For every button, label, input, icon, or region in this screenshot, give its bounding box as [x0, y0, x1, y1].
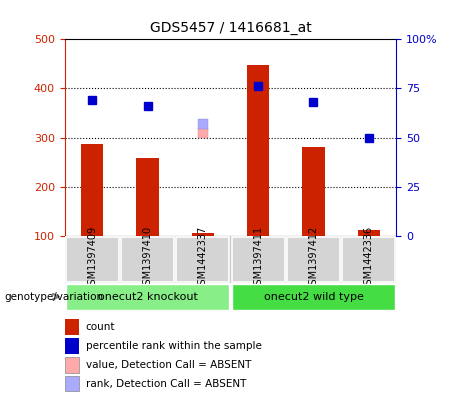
Bar — [121, 237, 174, 282]
Text: GSM1442337: GSM1442337 — [198, 226, 208, 291]
Text: GSM1397412: GSM1397412 — [308, 226, 319, 291]
Bar — [247, 65, 269, 236]
Text: rank, Detection Call = ABSENT: rank, Detection Call = ABSENT — [86, 378, 246, 389]
Text: onecut2 knockout: onecut2 knockout — [98, 292, 197, 302]
Bar — [358, 230, 380, 236]
Bar — [231, 283, 396, 310]
Bar — [302, 147, 325, 236]
Bar — [136, 158, 159, 236]
Bar — [65, 283, 230, 310]
Bar — [192, 233, 214, 236]
Text: GSM1397411: GSM1397411 — [253, 226, 263, 291]
Text: count: count — [86, 322, 115, 332]
Text: percentile rank within the sample: percentile rank within the sample — [86, 341, 262, 351]
Text: GSM1397410: GSM1397410 — [142, 226, 153, 291]
Bar — [65, 338, 79, 354]
Bar — [287, 237, 340, 282]
Bar — [231, 237, 285, 282]
Title: GDS5457 / 1416681_at: GDS5457 / 1416681_at — [150, 22, 311, 35]
Bar — [65, 357, 79, 373]
Text: onecut2 wild type: onecut2 wild type — [264, 292, 363, 302]
Text: GSM1442336: GSM1442336 — [364, 226, 374, 291]
Text: GSM1397409: GSM1397409 — [87, 226, 97, 291]
Bar — [65, 376, 79, 391]
Text: value, Detection Call = ABSENT: value, Detection Call = ABSENT — [86, 360, 251, 370]
Bar — [81, 144, 103, 236]
Text: genotype/variation: genotype/variation — [5, 292, 104, 302]
Bar — [342, 237, 396, 282]
Bar — [65, 237, 119, 282]
Bar — [176, 237, 230, 282]
Bar — [65, 319, 79, 335]
